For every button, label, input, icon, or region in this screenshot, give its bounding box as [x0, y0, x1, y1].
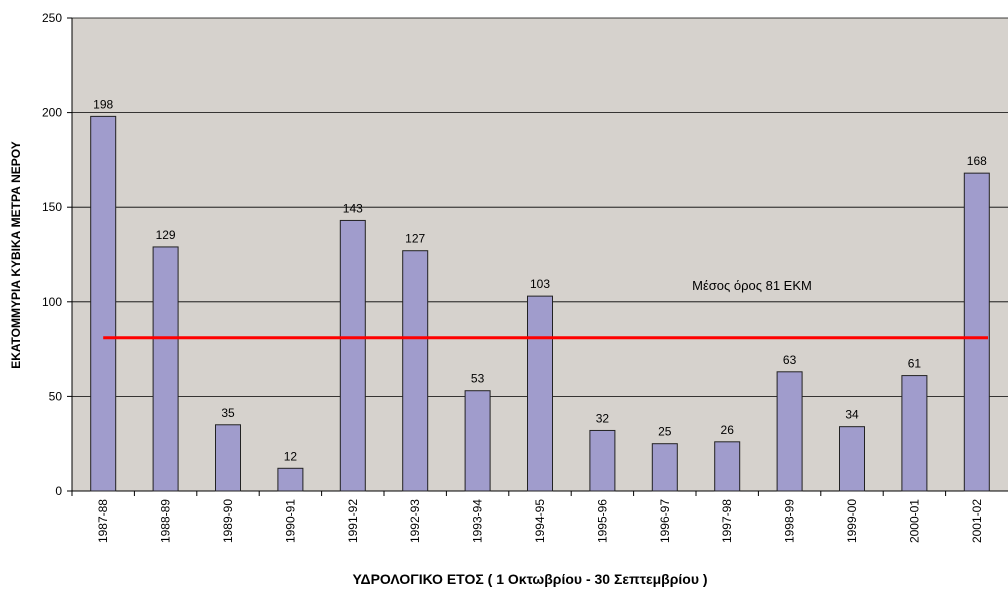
x-tick-label: 1988-89	[159, 499, 173, 543]
x-tick-label: 1990-91	[283, 499, 297, 543]
value-label: 61	[908, 357, 922, 371]
bar	[464, 390, 491, 492]
bar	[402, 250, 429, 492]
bar	[901, 375, 928, 492]
x-tick-label: 2000-01	[907, 499, 921, 543]
bar	[651, 443, 678, 492]
bar	[90, 115, 117, 492]
x-axis-title: ΥΔΡΟΛΟΓΙΚΟ ΕΤΟΣ ( 1 Οκτωβρίου - 30 Σεπτε…	[352, 571, 707, 587]
x-tick-label: 1996-97	[658, 499, 672, 543]
value-label: 127	[405, 232, 425, 246]
y-tick-label: 150	[42, 200, 62, 214]
x-tick-label: 1998-99	[783, 499, 797, 543]
x-tick-label: 1994-95	[533, 499, 547, 543]
bar	[277, 467, 304, 492]
value-label: 53	[471, 372, 485, 386]
x-tick-label: 1993-94	[471, 499, 485, 543]
bar	[152, 246, 179, 492]
bar	[527, 295, 553, 492]
x-tick-label: 2001-02	[970, 499, 984, 543]
value-label: 129	[156, 228, 176, 242]
bar	[714, 441, 741, 492]
y-tick-label: 200	[42, 106, 62, 120]
value-label: 143	[343, 201, 363, 215]
value-label: 63	[783, 353, 797, 367]
mean-label: Μέσος όρος 81 ΕΚΜ	[692, 278, 812, 293]
y-tick-label: 250	[42, 11, 62, 25]
y-tick-label: 0	[55, 484, 62, 498]
x-tick-label: 1991-92	[346, 499, 360, 543]
bar	[776, 371, 803, 492]
value-label: 32	[596, 411, 610, 425]
x-tick-label: 1992-93	[408, 499, 422, 543]
value-label: 35	[221, 406, 235, 420]
y-axis-title: ΕΚΑΤΟΜΜΥΡΙΑ ΚΥΒΙΚΑ ΜΕΤΡΑ ΝΕΡΟΥ	[9, 141, 23, 369]
x-tick-label: 1997-98	[720, 499, 734, 543]
value-label: 12	[284, 449, 298, 463]
value-label: 34	[845, 408, 859, 422]
bar	[215, 424, 241, 492]
x-tick-label: 1987-88	[96, 499, 110, 543]
value-label: 168	[967, 154, 987, 168]
value-label: 103	[530, 277, 550, 291]
x-tick-label: 1989-90	[221, 499, 235, 543]
value-label: 26	[721, 423, 735, 437]
value-label: 25	[658, 425, 672, 439]
value-label: 198	[93, 97, 113, 111]
bar	[589, 429, 616, 492]
x-tick-label: 1999-00	[845, 499, 859, 543]
bar	[839, 426, 865, 492]
y-tick-label: 50	[49, 389, 63, 403]
x-tick-label: 1995-96	[595, 499, 609, 543]
bar	[963, 172, 990, 492]
y-tick-label: 100	[42, 295, 62, 309]
bar	[339, 219, 366, 492]
